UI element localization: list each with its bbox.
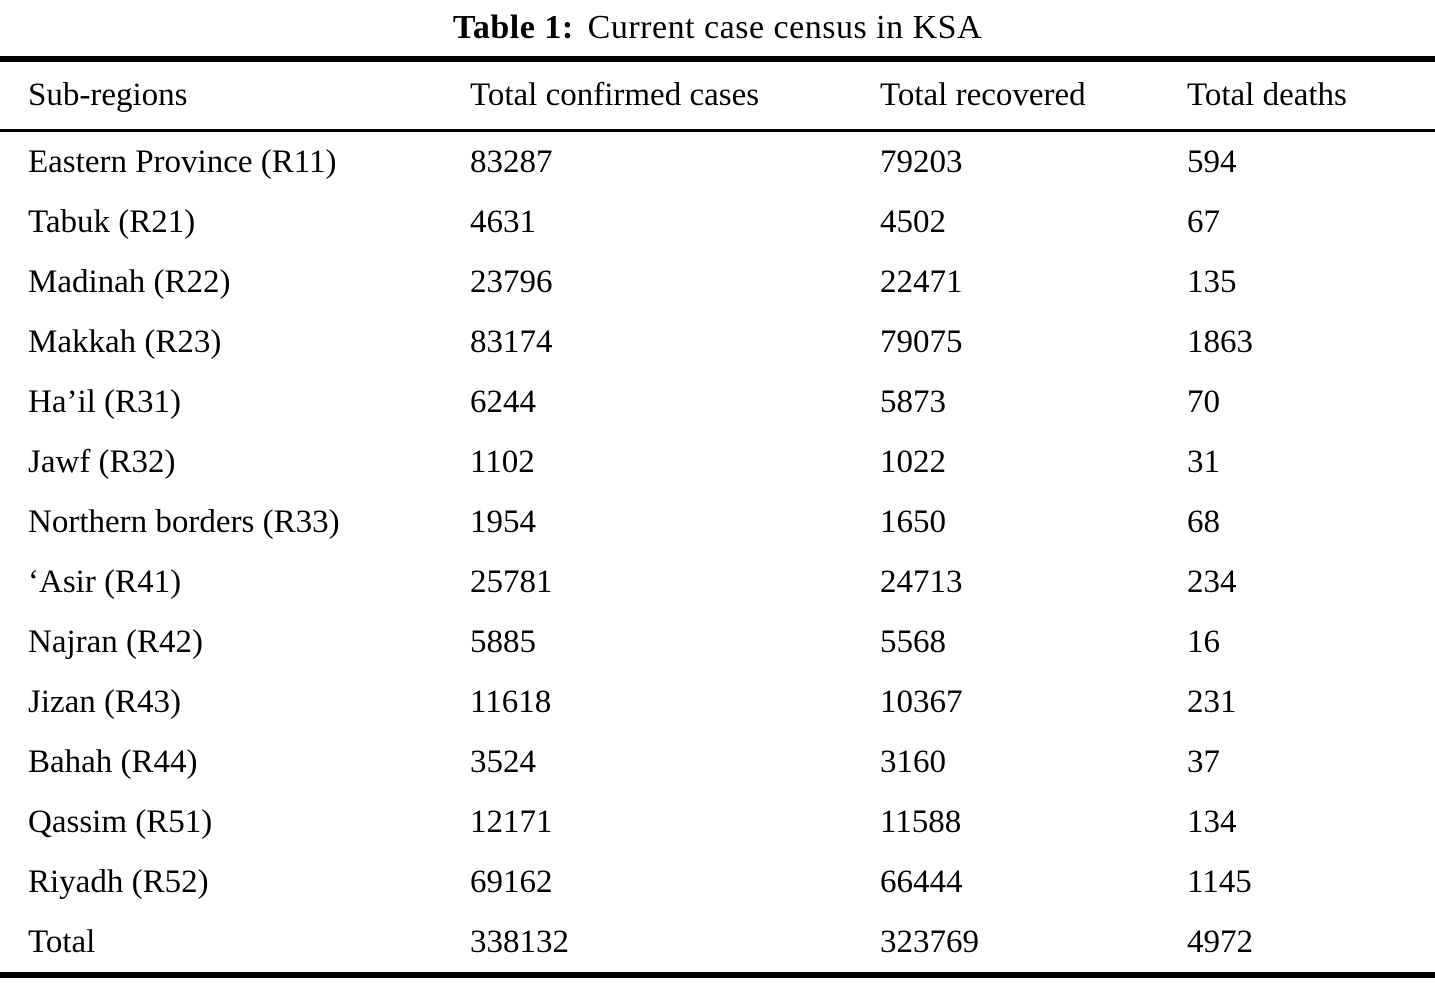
table-cell-region: Najran (R42) <box>28 623 204 660</box>
table-cell-recovered: 22471 <box>880 263 963 300</box>
table-cell-confirmed: 338132 <box>470 923 569 960</box>
table-cell-deaths: 135 <box>1187 263 1237 300</box>
table-row: Ha’il (R31) 6244 5873 70 <box>0 372 1435 432</box>
table-cell-deaths: 594 <box>1187 143 1237 180</box>
table-cell-recovered: 1650 <box>880 503 946 540</box>
table-cell-recovered: 3160 <box>880 743 946 780</box>
table-cell-deaths: 16 <box>1187 623 1220 660</box>
table-cell-recovered: 10367 <box>880 683 963 720</box>
table-cell-region: Riyadh (R52) <box>28 863 209 900</box>
table-row: Jawf (R32) 1102 1022 31 <box>0 432 1435 492</box>
table-cell-confirmed: 1102 <box>470 443 535 480</box>
table-cell-recovered: 66444 <box>880 863 963 900</box>
table-cell-region: Jizan (R43) <box>28 683 182 720</box>
table-cell-confirmed: 1954 <box>470 503 536 540</box>
table-cell-confirmed: 5885 <box>470 623 536 660</box>
table-cell-deaths: 134 <box>1187 803 1237 840</box>
table-cell-deaths: 4972 <box>1187 923 1253 960</box>
table-cell-confirmed: 12171 <box>470 803 553 840</box>
table-row: Jizan (R43) 11618 10367 231 <box>0 672 1435 732</box>
table-cell-region: Madinah (R22) <box>28 263 231 300</box>
table-cell-recovered: 79203 <box>880 143 963 180</box>
table-cell-recovered: 24713 <box>880 563 963 600</box>
table-cell-region: Northern borders (R33) <box>28 503 340 540</box>
column-header: Sub-regions <box>28 77 188 113</box>
table-cell-region: Ha’il (R31) <box>28 383 182 420</box>
table-cell-region: Qassim (R51) <box>28 803 213 840</box>
table-cell-confirmed: 4631 <box>470 203 536 240</box>
table-caption-label: Table 1: <box>452 9 574 46</box>
table-cell-region: Eastern Province (R11) <box>28 143 337 180</box>
table-cell-deaths: 234 <box>1187 563 1237 600</box>
column-header: Total recovered <box>880 77 1086 113</box>
column-header: Total confirmed cases <box>470 77 760 113</box>
table-cell-recovered: 79075 <box>880 323 963 360</box>
table-cell-region: Total <box>28 923 96 960</box>
table-cell-confirmed: 6244 <box>470 383 536 420</box>
table-row: Eastern Province (R11) 83287 79203 594 <box>0 131 1435 193</box>
table-row: Makkah (R23) 83174 79075 1863 <box>0 312 1435 372</box>
table-caption: Table 1: Current case census in KSA <box>0 0 1435 56</box>
table-row: Najran (R42) 5885 5568 16 <box>0 612 1435 672</box>
table-cell-deaths: 68 <box>1187 503 1220 540</box>
table-cell-confirmed: 83287 <box>470 143 553 180</box>
table-row: ‘Asir (R41) 25781 24713 234 <box>0 552 1435 612</box>
table-cell-deaths: 1863 <box>1187 323 1253 360</box>
table-cell-recovered: 5568 <box>880 623 946 660</box>
table-caption-title: Current case census in KSA <box>587 9 983 46</box>
table-cell-deaths: 67 <box>1187 203 1220 240</box>
table-row: Qassim (R51) 12171 11588 134 <box>0 792 1435 852</box>
table-row: Northern borders (R33) 1954 1650 68 <box>0 492 1435 552</box>
table-header-row: Sub-regions Total confirmed cases Total re… <box>0 59 1435 131</box>
table-cell-recovered: 11588 <box>880 803 962 840</box>
case-census-table: Sub-regions Total confirmed cases Total re… <box>0 56 1435 978</box>
table-cell-deaths: 1145 <box>1187 863 1252 900</box>
table-cell-region: Makkah (R23) <box>28 323 222 360</box>
table-cell-confirmed: 11618 <box>470 683 552 720</box>
table-cell-region: ‘Asir (R41) <box>28 563 182 600</box>
table-cell-deaths: 31 <box>1187 443 1220 480</box>
column-header: Total deaths <box>1187 77 1347 113</box>
table-cell-deaths: 37 <box>1187 743 1220 780</box>
table-row: Riyadh (R52) 69162 66444 1145 <box>0 852 1435 912</box>
table-cell-confirmed: 25781 <box>470 563 553 600</box>
table-cell-confirmed: 23796 <box>470 263 553 300</box>
table-row: Madinah (R22) 23796 22471 135 <box>0 252 1435 312</box>
table-cell-region: Jawf (R32) <box>28 443 176 480</box>
table-cell-recovered: 5873 <box>880 383 946 420</box>
total-row: Total 338132 323769 4972 <box>0 912 1435 975</box>
table-row: Tabuk (R21) 4631 4502 67 <box>0 192 1435 252</box>
table-cell-deaths: 231 <box>1187 683 1237 720</box>
table-cell-recovered: 323769 <box>880 923 979 960</box>
table-cell-confirmed: 3524 <box>470 743 536 780</box>
table-row: Bahah (R44) 3524 3160 37 <box>0 732 1435 792</box>
table-cell-confirmed: 83174 <box>470 323 553 360</box>
table-cell-deaths: 70 <box>1187 383 1220 420</box>
table-cell-recovered: 4502 <box>880 203 946 240</box>
table-cell-region: Bahah (R44) <box>28 743 198 780</box>
table-cell-confirmed: 69162 <box>470 863 553 900</box>
table-cell-region: Tabuk (R21) <box>28 203 196 240</box>
table-cell-recovered: 1022 <box>880 443 946 480</box>
